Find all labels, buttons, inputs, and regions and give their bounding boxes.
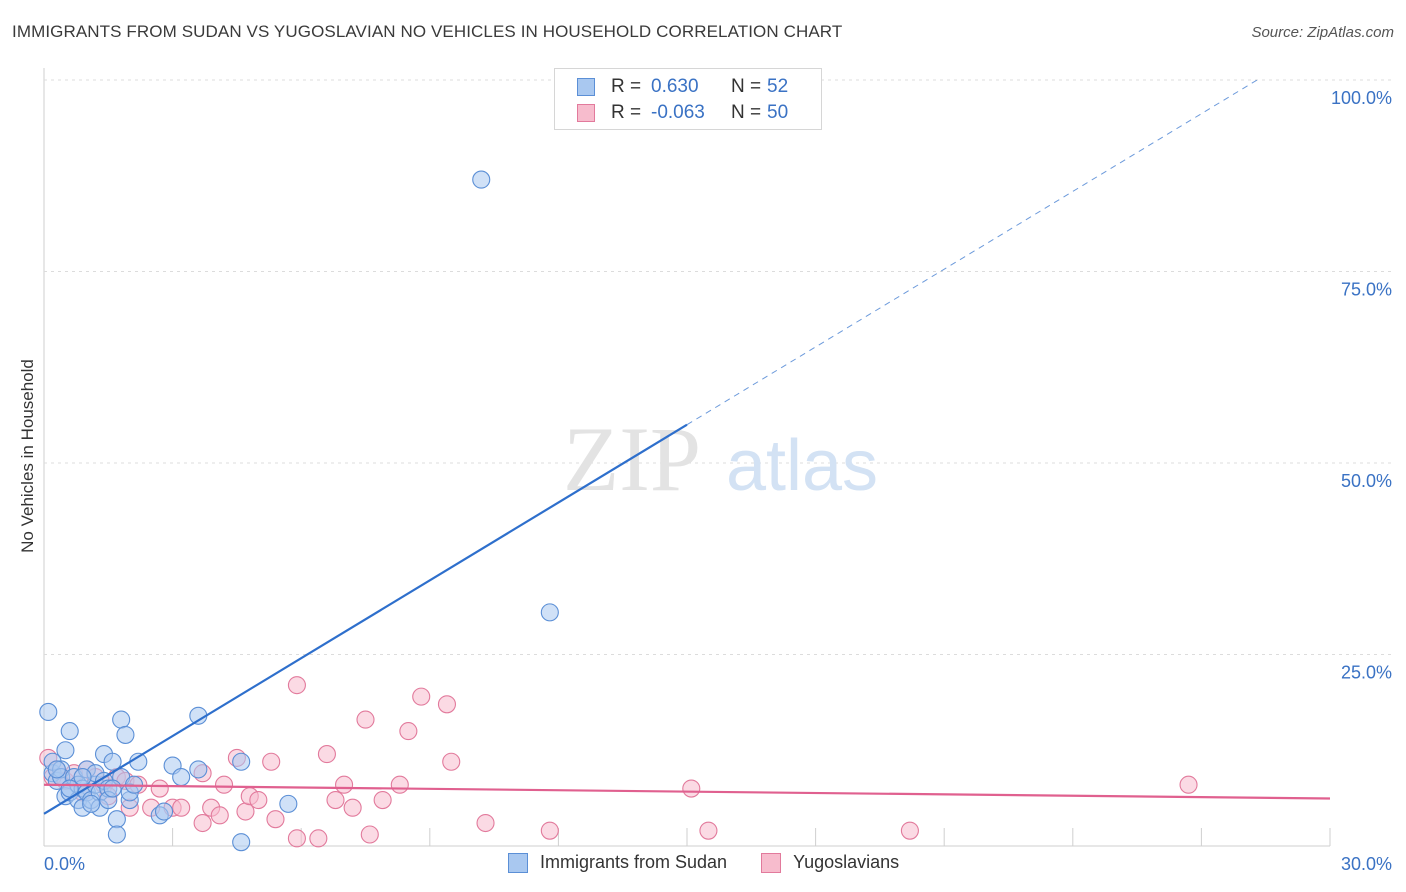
legend-swatch-yugoslavians [577,104,595,122]
legend-r-value-yugoslavians: -0.063 [651,102,705,123]
legend-n-label: N = [731,102,762,123]
point-sudan [472,170,491,189]
y-tick-label: 50.0% [1341,471,1392,491]
point-yugoslavians [682,779,701,798]
point-yugoslavians [249,790,268,810]
point-sudan [232,752,251,771]
legend-swatch-yugoslavians [761,852,782,873]
stats-legend: R = 0.630 N = 52 R = -0.063 N = 50 [554,68,822,130]
point-yugoslavians [356,710,375,729]
point-yugoslavians [442,752,461,771]
point-yugoslavians [172,798,191,817]
point-yugoslavians [412,687,431,706]
legend-n-label: N = [731,76,762,97]
point-sudan [232,833,251,852]
legend-r-label: R = [611,102,642,123]
point-sudan [154,802,174,821]
legend-item-yugoslavians[interactable]: Yugoslavians [761,852,899,873]
point-sudan [107,825,126,844]
point-yugoslavians [360,825,379,844]
legend-row-sudan: R = 0.630 N = 52 [577,75,788,99]
legend-label-yugoslavians: Yugoslavians [793,852,900,872]
point-yugoslavians [437,695,456,714]
point-yugoslavians [287,829,306,848]
point-yugoslavians [390,775,409,794]
point-sudan [107,810,126,829]
legend-r-value-sudan: 0.630 [651,76,699,97]
point-sudan [116,725,135,744]
legend-item-sudan[interactable]: Immigrants from Sudan [508,852,727,873]
point-sudan [82,794,101,813]
x-tick-labels: 0.0% 30.0% [44,854,1392,874]
point-sudan [172,768,191,787]
point-yugoslavians [1179,775,1198,794]
point-yugoslavians [399,722,418,741]
y-tick-labels: 25.0% 50.0% 75.0% 100.0% [1331,88,1392,683]
series-sudan [39,170,559,852]
y-tick-label: 75.0% [1341,280,1392,300]
point-yugoslavians [335,775,354,794]
point-yugoslavians [266,810,285,829]
point-yugoslavians [210,806,229,825]
point-yugoslavians [540,821,559,840]
chart-title: IMMIGRANTS FROM SUDAN VS YUGOSLAVIAN NO … [12,22,843,41]
point-sudan [103,752,122,771]
point-sudan [279,794,298,813]
point-yugoslavians [150,779,169,798]
point-yugoslavians [214,775,234,794]
series-yugoslavians [39,676,1198,848]
point-yugoslavians [287,676,306,695]
legend-swatch-sudan [508,852,528,873]
point-sudan [47,760,66,779]
x-tick-max: 30.0% [1341,854,1392,874]
point-sudan [103,779,122,798]
watermark-atlas: atlas [726,426,878,506]
trend-line-sudan-extension [686,79,1258,426]
point-sudan [189,760,208,779]
x-tick-min: 0.0% [44,854,85,874]
y-tick-label: 25.0% [1341,663,1392,683]
point-yugoslavians [900,821,919,840]
trend-lines [43,79,1331,815]
point-yugoslavians [262,752,281,771]
point-yugoslavians [326,790,345,810]
legend-n-value-yugoslavians: 50 [767,102,789,123]
grid-lines [43,68,1392,847]
trend-line-sudan [43,423,688,815]
point-sudan [73,768,92,787]
point-sudan [60,722,79,741]
trend-line-yugoslavians [43,783,1331,800]
source-label: Source: ZipAtlas.com [1251,24,1394,41]
point-sudan [56,741,75,760]
legend-r-label: R = [611,76,642,97]
point-sudan [112,710,131,729]
legend-n-value-sudan: 52 [767,76,789,97]
series-legend: Immigrants from Sudan Yugoslavians [508,852,933,873]
point-yugoslavians [309,829,328,848]
point-yugoslavians [373,790,392,810]
legend-row-yugoslavians: R = -0.063 N = 50 [577,101,788,125]
point-yugoslavians [317,745,336,764]
y-tick-label: 100.0% [1331,88,1392,108]
watermark: ZIP atlas [563,408,878,510]
point-yugoslavians [476,813,495,833]
point-yugoslavians [193,813,212,833]
point-sudan [540,603,559,622]
legend-label-sudan: Immigrants from Sudan [540,852,728,872]
point-yugoslavians [699,821,718,840]
legend-swatch-sudan [577,78,595,96]
point-yugoslavians [343,798,362,817]
point-sudan [39,702,58,722]
